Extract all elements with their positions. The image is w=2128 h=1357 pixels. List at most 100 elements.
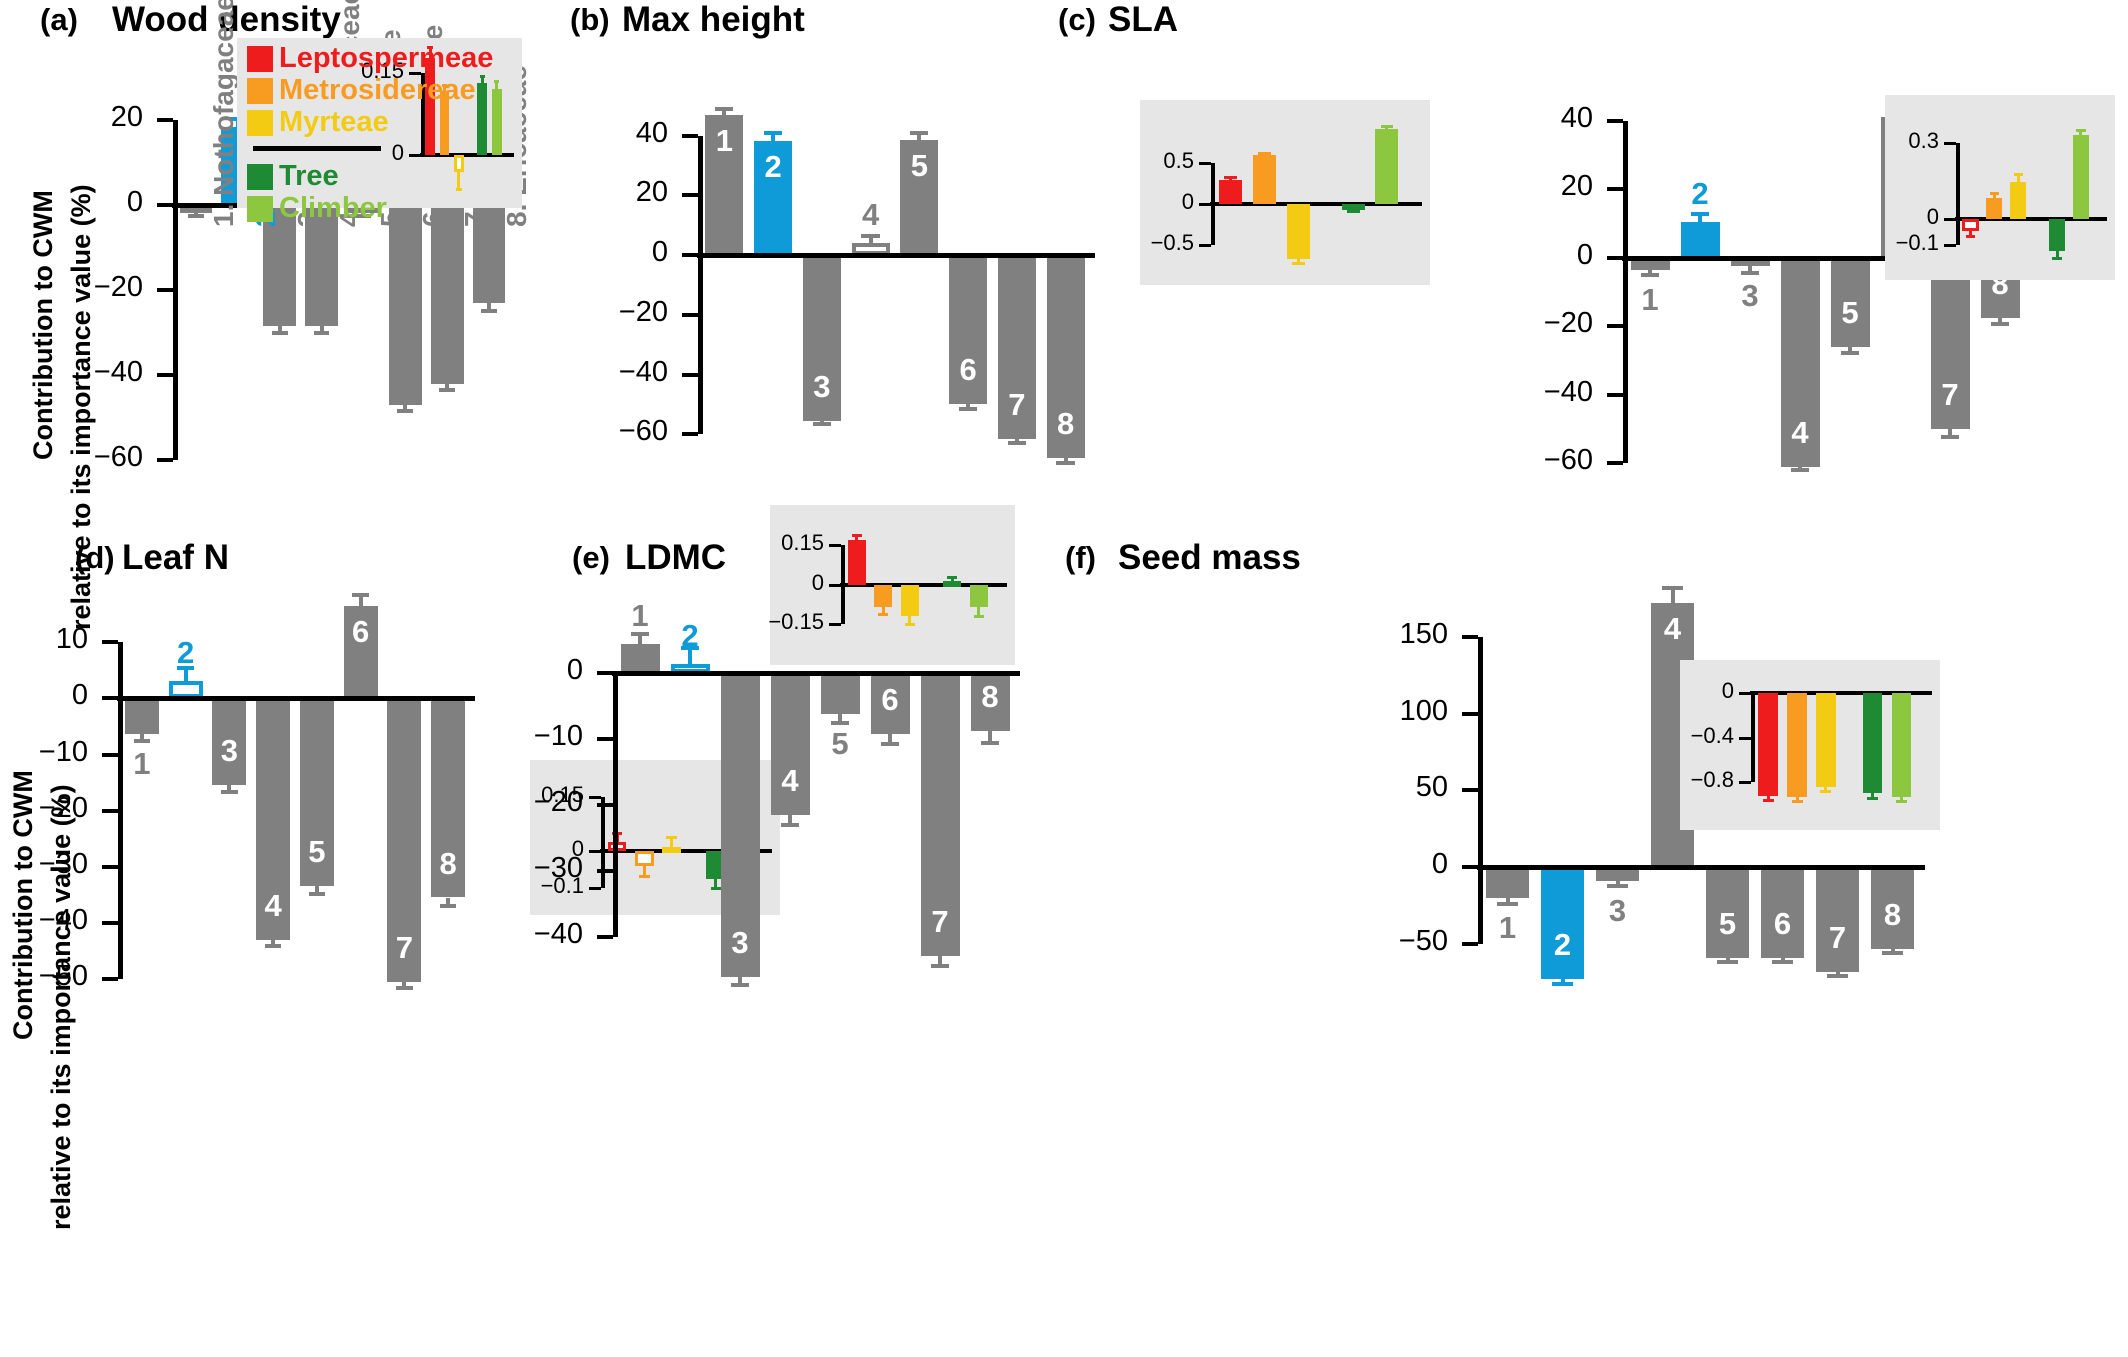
error-stem (446, 897, 451, 906)
bar-a-4 (305, 205, 338, 327)
inset-error-stem (480, 74, 484, 84)
inset-error-stem (1992, 191, 1996, 199)
inset-error-stem (1824, 786, 1828, 790)
panel-title-a: Wood density (112, 0, 341, 39)
inset-y-tick (1199, 161, 1211, 165)
inset-y-tick (829, 583, 841, 587)
bar-b-1 (705, 114, 744, 256)
bar-value-label: 3 (813, 368, 831, 404)
legend-label: Climber (279, 192, 387, 224)
error-stem (1063, 458, 1068, 463)
bar-value-label: 8 (1883, 896, 1902, 932)
error-cap (1772, 960, 1793, 965)
bar-value-label: 1 (1498, 909, 1517, 945)
zero-line-c (1622, 255, 2030, 261)
error-cap (980, 740, 1000, 745)
inset-y-tick (1199, 243, 1211, 247)
bar-value-label: 2 (1553, 927, 1572, 963)
y-tick-label: −10 (533, 719, 583, 752)
bar-value-label: 4 (1663, 611, 1682, 646)
error-cap (1552, 981, 1573, 986)
error-cap (439, 903, 457, 908)
error-cap (1662, 585, 1683, 590)
y-tick (1607, 187, 1623, 192)
legend-item-leptospermeae: Leptospermeae (247, 42, 493, 75)
category-label-1: 1. Nothofagaceae (207, 0, 239, 227)
inset-y-tick-label: 0.15 (541, 781, 584, 807)
error-cap (830, 721, 850, 726)
bar-e-5 (820, 672, 860, 715)
y-tick-label: −20 (38, 791, 88, 824)
y-tick-label: −20 (618, 295, 668, 328)
inset-zero-line (1750, 691, 1932, 696)
error-cap (271, 330, 288, 335)
y-tick-label: 0 (566, 653, 583, 686)
y-tick-label: −40 (618, 355, 668, 388)
error-cap (1690, 212, 1710, 217)
inset-y-tick (409, 72, 421, 76)
error-stem (688, 648, 692, 665)
error-cap (1607, 883, 1628, 888)
inset-bar-climber (1891, 693, 1912, 797)
inset-error-cap (1762, 798, 1774, 802)
error-cap (1940, 435, 1960, 440)
inset-error-stem (714, 878, 718, 888)
bar-d-4 (256, 698, 291, 940)
error-stem (1998, 317, 2002, 324)
error-stem (487, 302, 492, 312)
bar-value-label: 6 (881, 682, 899, 718)
zero-line-b (697, 253, 1095, 259)
legend-item-climber: Climber (247, 192, 387, 225)
inset-error-stem (1795, 796, 1799, 800)
bar-b-7 (997, 255, 1036, 439)
bar-value-label: 6 (1773, 905, 1792, 941)
legend-swatch-icon (247, 195, 273, 222)
error-stem (1780, 957, 1785, 963)
bar-d-8 (431, 698, 466, 898)
inset-zero-line (420, 153, 514, 158)
y-tick-label: −10 (38, 735, 88, 768)
bar-b-6 (949, 255, 988, 405)
inset-bar-metrosidereae (1986, 198, 2003, 220)
inset-y-tick-label: −0.15 (768, 609, 824, 635)
y-tick (597, 803, 613, 807)
y-tick (157, 458, 173, 462)
inset-error-cap (1820, 789, 1832, 793)
error-stem (1835, 971, 1840, 977)
y-tick-label: 20 (110, 101, 143, 133)
y-tick (597, 736, 613, 741)
panel-title-d: Leaf N (122, 538, 229, 577)
bar-a-6 (388, 205, 422, 405)
y-tick (1607, 392, 1623, 397)
inset-bar-metrosidereae (439, 90, 450, 156)
bar-value-label: 8 (439, 845, 457, 881)
bar-value-label: 4 (264, 887, 282, 923)
inset-error-cap (1895, 799, 1907, 803)
inset-y-tick-label: −0.1 (1895, 229, 1939, 255)
error-stem (888, 734, 892, 745)
inset-error-cap (851, 534, 862, 538)
error-stem (1648, 269, 1652, 275)
inset-error-stem (1351, 208, 1355, 211)
y-tick (1607, 118, 1623, 123)
inset-error-cap (710, 887, 721, 891)
inset-y-tick (1199, 202, 1211, 206)
error-cap (680, 646, 700, 651)
inset-error-cap (2013, 172, 2023, 176)
inset-bar-myrteae (900, 584, 919, 617)
inset-error-cap (493, 79, 500, 83)
y-tick-label: 10 (55, 623, 88, 656)
inset-error-cap (1258, 152, 1272, 156)
inset-error-cap (2052, 256, 2062, 260)
bar-value-label: 7 (1828, 919, 1847, 955)
bar-d-7 (387, 698, 422, 982)
y-tick (1607, 255, 1623, 260)
y-tick-label: −50 (1398, 924, 1448, 957)
error-cap (352, 592, 369, 597)
error-stem (838, 714, 842, 724)
y-tick (1607, 461, 1623, 466)
y-tick (1607, 324, 1623, 329)
legend-label: Metrosidereae (279, 74, 476, 106)
inset-bar-myrteae (1816, 693, 1836, 787)
error-stem (638, 633, 642, 645)
